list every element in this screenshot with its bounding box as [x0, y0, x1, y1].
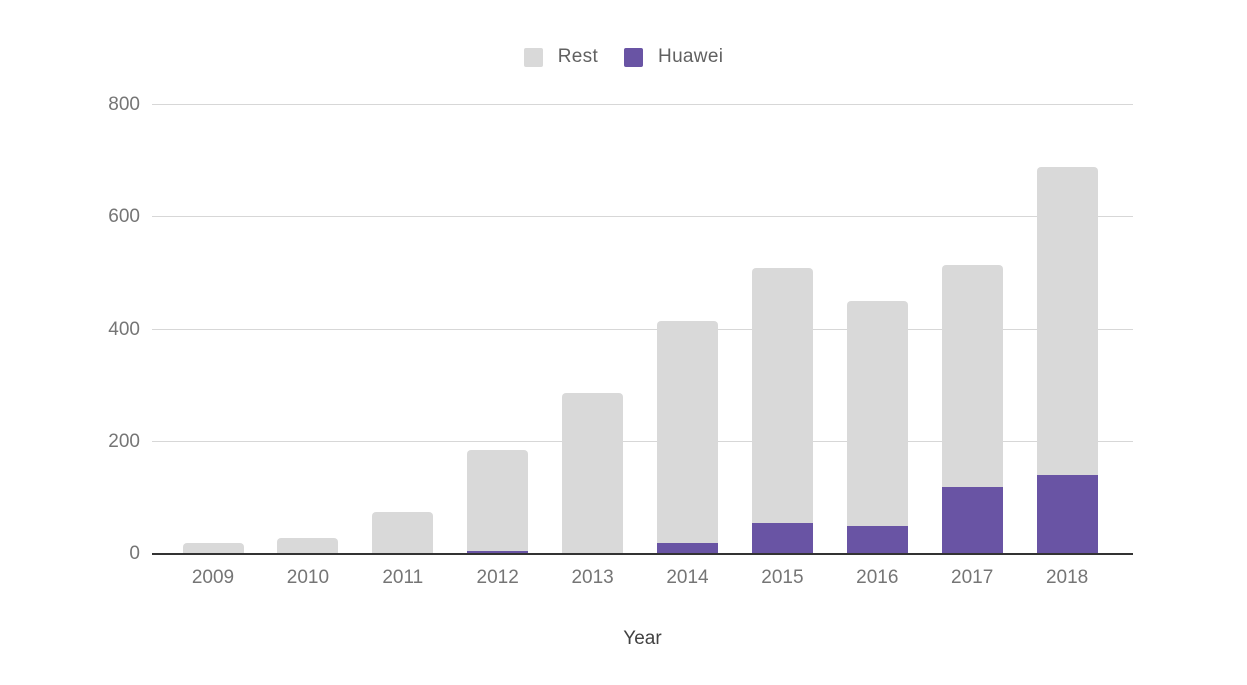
gridline-800	[152, 104, 1133, 105]
legend: Rest Huawei	[0, 46, 1247, 68]
legend-label: Rest	[557, 46, 599, 67]
legend-swatch-rest	[523, 47, 543, 67]
x-axis: 2009 2010 2011 2012 2013 2014 2015 2016 2017 2018	[152, 567, 1133, 591]
bar-segment-2017-rest[interactable]	[941, 264, 1003, 487]
bar-segment-2017-huawei[interactable]	[941, 486, 1003, 554]
bar-2010	[277, 538, 339, 554]
bar-2018	[1036, 166, 1098, 554]
x-tick-label-2009: 2009	[191, 567, 235, 588]
y-tick-label-600: 600	[108, 206, 140, 228]
x-tick-label-2016: 2016	[856, 567, 899, 588]
y-tick-label-800: 800	[108, 94, 140, 115]
legend-item-rest[interactable]: Rest	[523, 46, 599, 68]
bar-segment-2015-rest[interactable]	[751, 267, 813, 524]
x-tick-label-2015: 2015	[761, 567, 804, 588]
legend-item-huawei[interactable]: Huawei	[624, 46, 723, 68]
legend-label: Huawei	[658, 46, 724, 67]
bar-segment-2010-rest[interactable]	[277, 538, 339, 554]
gridline-400	[152, 328, 1133, 330]
legend-swatch-huawei	[624, 47, 644, 67]
x-axis-baseline	[152, 553, 1133, 555]
bar-segment-2018-huawei[interactable]	[1036, 475, 1098, 554]
y-tick-label-400: 400	[108, 318, 140, 340]
bar-segment-2009-rest[interactable]	[182, 542, 244, 554]
bar-segment-2014-rest[interactable]	[657, 321, 718, 543]
y-tick-label-200: 200	[108, 430, 140, 452]
bar-2009	[182, 542, 244, 554]
bar-2014	[657, 321, 718, 554]
x-tick-label-2013: 2013	[571, 567, 614, 588]
bar-2015	[751, 267, 813, 554]
x-tick-label-2012: 2012	[476, 567, 519, 588]
bar-segment-2013-rest[interactable]	[562, 392, 624, 554]
x-tick-label-2017: 2017	[951, 567, 994, 588]
bar-2016	[846, 301, 908, 554]
x-tick-label-2014: 2014	[666, 567, 709, 588]
gridline-600	[152, 216, 1133, 218]
plot-area	[152, 104, 1133, 555]
y-axis: 0 200 400 600 800	[0, 94, 140, 564]
bar-segment-2018-rest[interactable]	[1036, 166, 1098, 476]
bar-segment-2012-huawei[interactable]	[467, 551, 529, 554]
bar-2017	[941, 264, 1003, 554]
bar-segment-2014-huawei[interactable]	[657, 542, 718, 554]
x-tick-label-2010: 2010	[286, 567, 330, 588]
x-tick-label-2018: 2018	[1045, 567, 1089, 588]
bar-segment-2012-rest[interactable]	[467, 450, 529, 552]
bar-2012	[467, 450, 529, 554]
bar-segment-2016-rest[interactable]	[846, 301, 908, 526]
gridline-200	[152, 440, 1133, 442]
bar-segment-2011-rest[interactable]	[372, 511, 434, 554]
bar-2011	[372, 511, 434, 554]
x-tick-label-2011: 2011	[382, 567, 424, 588]
bar-segment-2016-huawei[interactable]	[846, 525, 908, 554]
bar-segment-2015-huawei[interactable]	[751, 523, 813, 554]
x-axis-title: Year	[623, 628, 662, 649]
y-tick-label-0: 0	[129, 543, 140, 564]
bar-2013	[562, 392, 624, 554]
